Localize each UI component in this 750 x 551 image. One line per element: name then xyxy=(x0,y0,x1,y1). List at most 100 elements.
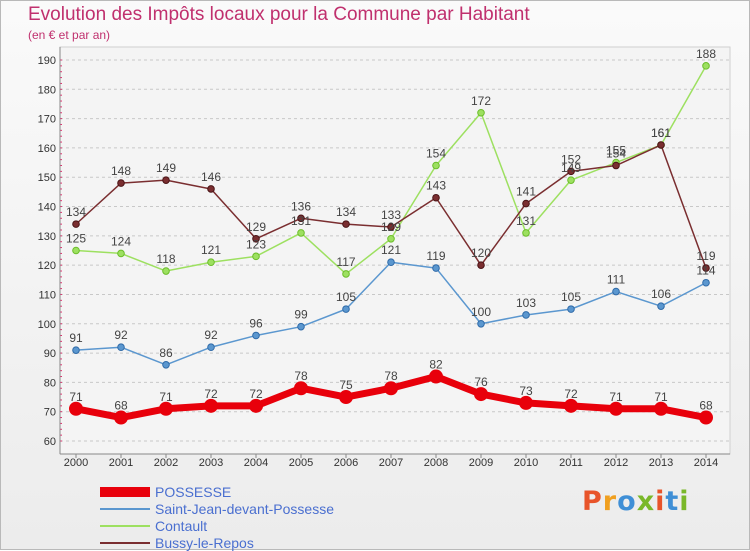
data-point xyxy=(612,287,620,296)
legend-swatch xyxy=(100,508,150,510)
logo-letter: r xyxy=(602,486,618,517)
data-label: 111 xyxy=(607,273,626,287)
data-point xyxy=(702,278,710,287)
legend-item: POSSESSE xyxy=(100,484,231,500)
data-point xyxy=(252,331,260,340)
data-point xyxy=(339,390,353,405)
data-label: 75 xyxy=(339,378,353,392)
data-label: 78 xyxy=(384,369,398,383)
data-point xyxy=(429,369,443,384)
data-point xyxy=(162,176,170,184)
data-label: 99 xyxy=(294,308,308,322)
data-label: 154 xyxy=(426,147,446,161)
data-point xyxy=(567,176,575,184)
legend-label: Saint-Jean-devant-Possesse xyxy=(155,501,334,517)
data-point xyxy=(342,305,350,313)
chart-title: Evolution des Impôts locaux pour la Comm… xyxy=(28,4,530,25)
data-point xyxy=(657,302,665,310)
data-point xyxy=(519,395,533,410)
data-label: 68 xyxy=(699,399,713,413)
data-label: 131 xyxy=(291,214,311,228)
data-point xyxy=(117,179,125,187)
x-tick-label: 2011 xyxy=(559,457,583,469)
x-tick-label: 2002 xyxy=(154,457,178,469)
data-label: 123 xyxy=(246,237,266,251)
x-tick-label: 2008 xyxy=(424,457,448,469)
x-tick-label: 2007 xyxy=(379,457,403,469)
legend-item: Contault xyxy=(100,518,207,534)
data-label: 71 xyxy=(609,390,623,404)
y-tick-label: 160 xyxy=(38,143,56,155)
data-point xyxy=(387,223,395,231)
data-point xyxy=(567,167,575,176)
y-tick-label: 140 xyxy=(38,202,56,214)
data-point xyxy=(702,62,710,70)
x-tick-label: 2003 xyxy=(199,457,223,469)
data-label: 120 xyxy=(471,246,491,260)
legend-swatch xyxy=(100,542,150,544)
data-label: 129 xyxy=(381,220,401,234)
data-point xyxy=(432,161,440,170)
data-point xyxy=(657,141,665,149)
data-point xyxy=(699,410,713,425)
data-point xyxy=(252,234,260,243)
data-label: 117 xyxy=(336,255,355,269)
chart-subtitle: (en € et par an) xyxy=(28,28,111,42)
x-tick-label: 2014 xyxy=(694,457,718,469)
data-point xyxy=(432,193,440,202)
data-point xyxy=(297,214,305,223)
legend-label: POSSESSE xyxy=(155,484,232,500)
data-label: 72 xyxy=(204,387,218,401)
y-tick-label: 150 xyxy=(38,172,56,184)
data-label: 118 xyxy=(156,252,175,266)
data-point xyxy=(522,199,530,208)
data-point xyxy=(567,305,575,313)
data-label: 131 xyxy=(516,214,536,228)
logo-letter: P xyxy=(582,486,603,517)
data-label: 161 xyxy=(651,126,671,140)
data-label: 72 xyxy=(249,387,263,401)
x-tick-label: 2005 xyxy=(289,457,313,469)
data-label: 114 xyxy=(696,264,715,278)
legend-swatch xyxy=(100,525,150,527)
data-label: 155 xyxy=(606,144,626,158)
logo-letter: t xyxy=(665,486,680,517)
logo-letter: x xyxy=(636,486,656,517)
data-point xyxy=(297,322,305,331)
data-label: 96 xyxy=(249,316,263,330)
data-label: 121 xyxy=(201,243,221,257)
data-point xyxy=(477,108,485,117)
data-point xyxy=(654,401,668,416)
data-label: 124 xyxy=(111,234,131,248)
data-label: 103 xyxy=(516,296,536,310)
data-point xyxy=(522,311,530,319)
data-label: 78 xyxy=(294,369,308,383)
data-point xyxy=(117,249,125,258)
data-label: 76 xyxy=(474,375,488,389)
data-label: 143 xyxy=(426,179,446,193)
data-point xyxy=(432,264,440,272)
data-point xyxy=(297,229,305,237)
y-tick-label: 80 xyxy=(44,377,56,389)
data-label: 134 xyxy=(336,205,356,219)
logo-letter: o xyxy=(617,486,637,517)
x-tick-label: 2009 xyxy=(469,457,493,469)
data-label: 92 xyxy=(204,328,218,342)
proxiti-logo: Proxiti xyxy=(582,486,690,517)
data-label: 119 xyxy=(696,249,715,263)
data-label: 105 xyxy=(336,290,356,304)
data-label: 136 xyxy=(291,199,311,213)
data-point xyxy=(114,410,128,425)
x-tick-label: 2001 xyxy=(109,457,133,469)
x-tick-label: 2006 xyxy=(334,457,358,469)
data-label: 133 xyxy=(381,208,401,222)
data-point xyxy=(207,343,215,352)
data-label: 86 xyxy=(159,346,173,360)
data-point xyxy=(387,234,395,243)
data-point xyxy=(159,401,173,416)
data-point xyxy=(204,398,218,413)
data-point xyxy=(207,185,215,193)
y-tick-label: 70 xyxy=(44,407,56,419)
data-label: 68 xyxy=(114,399,128,413)
